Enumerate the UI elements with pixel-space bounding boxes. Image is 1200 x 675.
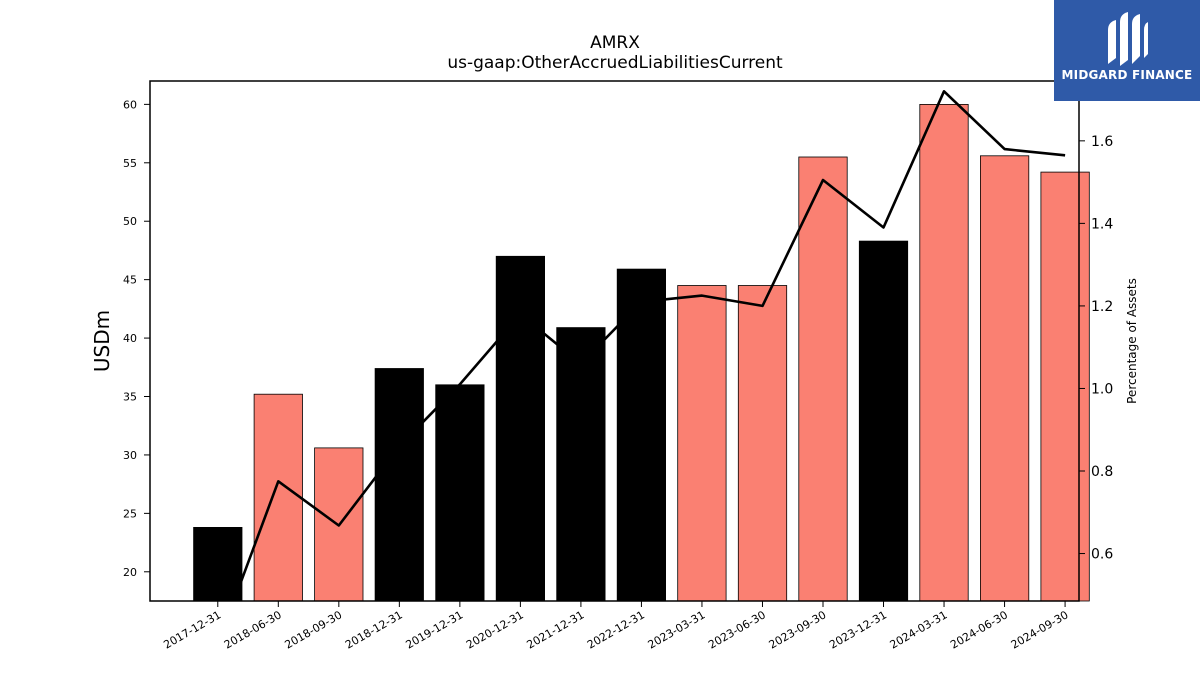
x-tick-label: 2020-12-31: [464, 608, 526, 651]
x-tick-label: 2023-03-31: [646, 608, 708, 651]
y-tick-label: 45: [123, 274, 137, 287]
y2-tick-label: 1.0: [1091, 381, 1113, 397]
x-tick-label: 2024-06-30: [948, 608, 1010, 651]
brand-logo: MIDGARD FINANCE: [1054, 0, 1200, 101]
x-axis: 2017-12-312018-06-302018-09-302018-12-31…: [161, 601, 1071, 652]
brand-logo-text: MIDGARD FINANCE: [1061, 68, 1193, 82]
bar-2018-06-30: [253, 393, 303, 602]
bar-2022-12-31: [616, 268, 667, 602]
y-tick-label: 60: [123, 98, 137, 111]
x-tick-label: 2023-12-31: [827, 608, 889, 651]
bar-2021-12-31: [556, 327, 606, 602]
y-tick-label: 35: [123, 391, 137, 404]
percentage-of-assets-line: [232, 90, 1066, 601]
x-tick-label: 2017-12-31: [161, 608, 223, 651]
y-tick-label: 55: [123, 157, 137, 170]
y2-tick-label: 1.4: [1091, 216, 1113, 232]
y-axis-right: 0.6 0.8 1.0 1.2 1.4 1.6: [1079, 134, 1113, 563]
y-axis-left: 20 25 30 35 40 45 50 55 60: [123, 98, 150, 579]
x-tick-label: 2022-12-31: [585, 608, 647, 651]
bar-2024-09-30: [1040, 171, 1090, 602]
x-tick-label: 2021-12-31: [525, 608, 587, 651]
chart-title: AMRX: [590, 33, 640, 53]
x-tick-label: 2024-09-30: [1009, 608, 1071, 651]
y-tick-label: 25: [123, 507, 137, 520]
y-tick-label: 40: [123, 332, 137, 345]
bar-2020-12-31: [495, 255, 546, 602]
y-tick-label: 50: [123, 215, 137, 228]
x-tick-label: 2023-06-30: [706, 608, 768, 651]
midgard-logo-icon: [1108, 12, 1148, 66]
x-tick-label: 2018-12-31: [343, 608, 405, 651]
x-tick-label: 2024-03-31: [888, 608, 950, 651]
bar-2024-06-30: [980, 155, 1030, 602]
bar-2023-12-31: [858, 240, 909, 602]
x-tick-label: 2023-09-30: [767, 608, 829, 651]
bar-2018-12-31: [374, 368, 424, 602]
x-tick-label: 2018-06-30: [222, 608, 284, 651]
x-tick-label: 2018-09-30: [282, 608, 344, 651]
y2-tick-label: 1.6: [1091, 134, 1113, 150]
y-tick-label: 30: [123, 449, 137, 462]
bar-2023-03-31: [677, 285, 727, 602]
y-tick-label: 20: [123, 566, 137, 579]
bar-2023-06-30: [737, 285, 788, 602]
y2-tick-label: 0.8: [1091, 464, 1113, 480]
y2-axis-label: Percentage of Assets: [1125, 278, 1139, 404]
y2-tick-label: 1.2: [1091, 299, 1113, 315]
bar-layer: [193, 104, 1090, 602]
plot-frame: [149, 80, 1080, 602]
bar-2017-12-31: [193, 527, 243, 602]
line-layer: [232, 90, 1066, 601]
x-tick-label: 2019-12-31: [403, 608, 465, 651]
y2-tick-label: 0.6: [1091, 547, 1113, 563]
y-axis-label: USDm: [90, 310, 114, 372]
chart-subtitle: us-gaap:OtherAccruedLiabilitiesCurrent: [447, 53, 783, 73]
bar-2023-09-30: [798, 156, 848, 602]
bar-2019-12-31: [435, 384, 485, 602]
bar-2024-03-31: [919, 104, 969, 602]
